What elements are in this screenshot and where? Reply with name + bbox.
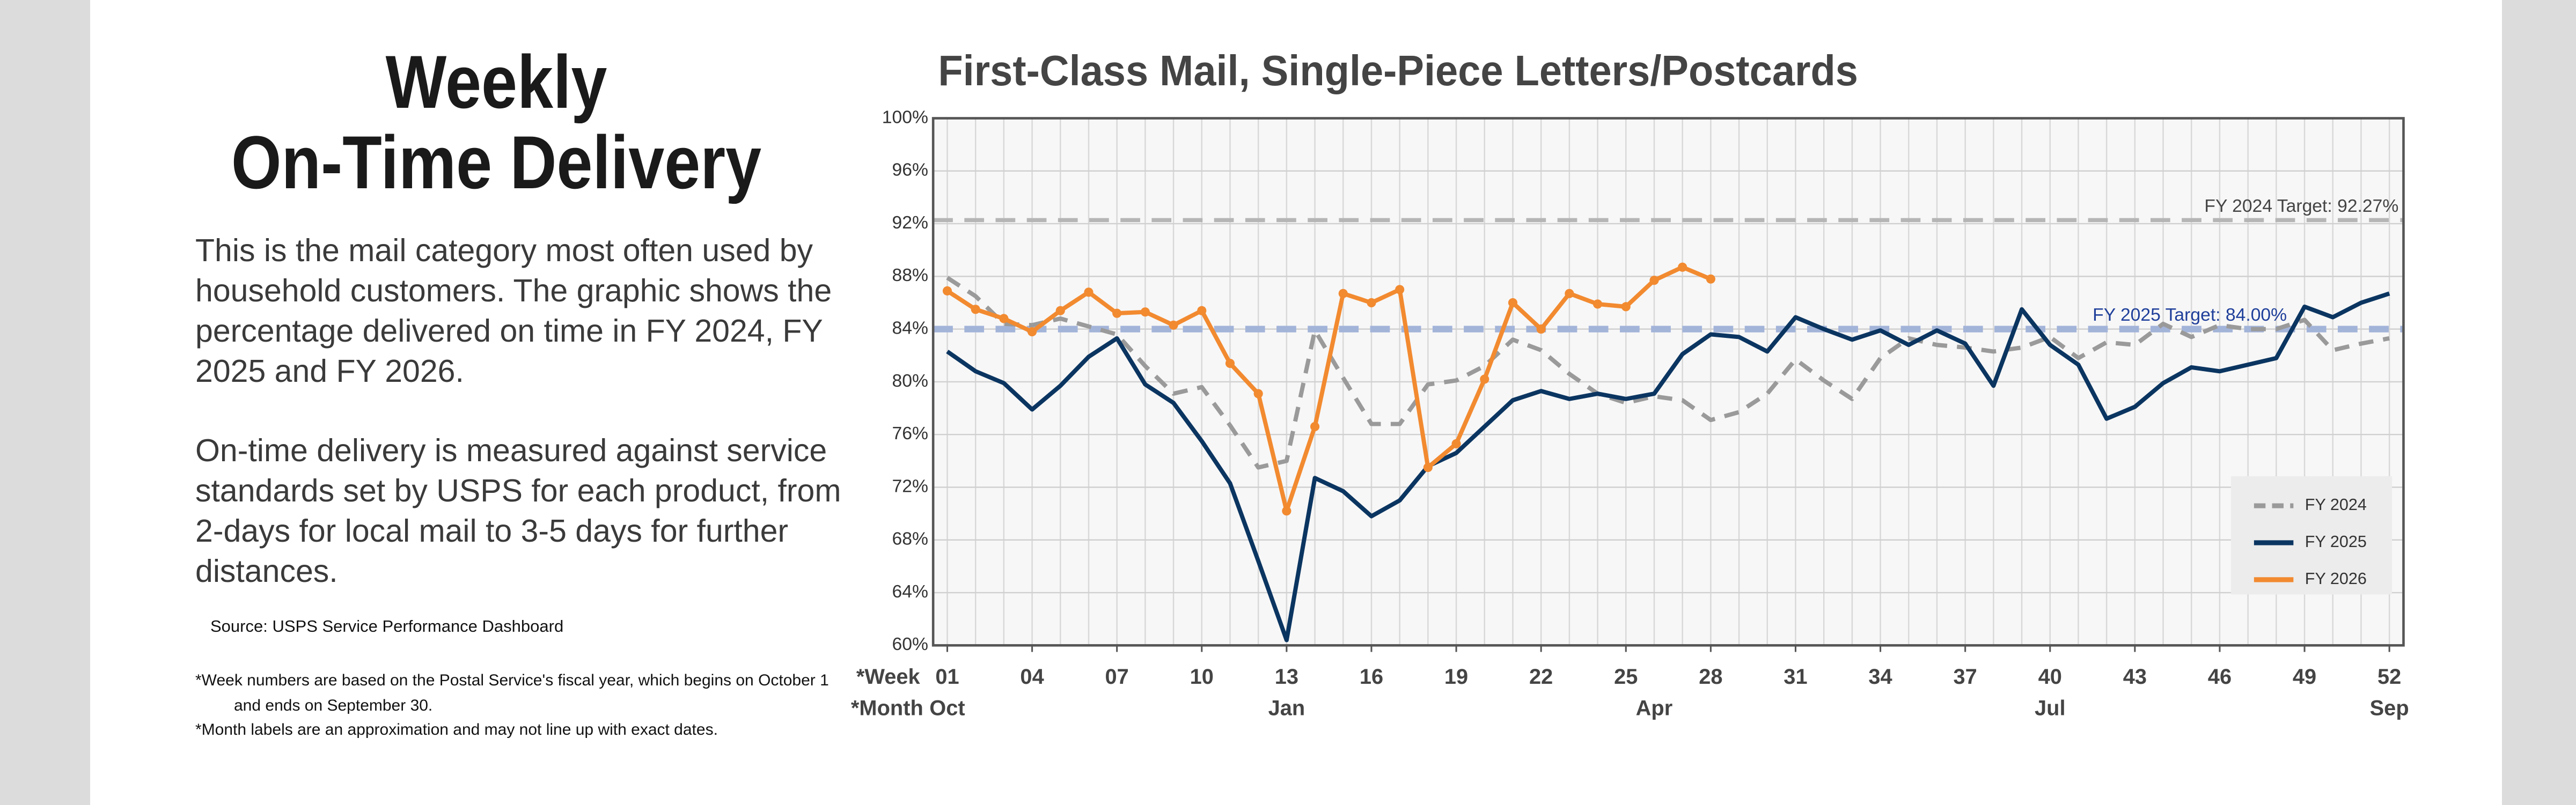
month-label: Sep (2370, 696, 2409, 720)
series-line (946, 265, 1712, 513)
title-line: Weekly (385, 40, 607, 124)
y-tick-label: 72% (892, 476, 928, 496)
y-tick-label: 84% (892, 319, 928, 338)
x-tick-label: 13 (1275, 665, 1298, 689)
point (1225, 358, 1235, 368)
x-tick-label: 28 (1699, 665, 1722, 689)
month-label: Jan (1268, 696, 1305, 720)
y-tick-label: 80% (892, 371, 928, 391)
series-line (946, 291, 2390, 642)
y-tick-label: 60% (892, 634, 928, 654)
x-tick-label: 31 (1784, 665, 1807, 689)
point (1055, 306, 1065, 315)
point (1169, 320, 1178, 330)
source: Source: USPS Service Performance Dashboa… (210, 617, 564, 636)
y-tick-label: 68% (892, 529, 928, 549)
x-tick-label: 52 (2377, 665, 2401, 689)
point (1508, 298, 1518, 308)
paragraph: This is the mail category most often use… (195, 233, 832, 389)
target-label: FY 2024 Target: 92.27% (2204, 196, 2398, 216)
paragraph: On-time delivery is measured against ser… (195, 433, 841, 589)
x-tick-label: 04 (1020, 665, 1044, 689)
point (1423, 463, 1433, 472)
x-tick-label: 46 (2208, 665, 2232, 689)
point (1536, 324, 1546, 334)
legend-label: FY 2024 (2305, 496, 2367, 514)
y-tick-label: 76% (892, 424, 928, 444)
target-label: FY 2025 Target: 84.00% (2093, 305, 2287, 325)
footnote: *Week numbers are based on the Postal Se… (195, 671, 829, 714)
y-tick-label: 88% (892, 265, 928, 285)
x-tick-label: 22 (1529, 665, 1553, 689)
point (942, 286, 952, 296)
x-tick-label: 19 (1444, 665, 1468, 689)
point (1140, 307, 1150, 317)
point (1253, 389, 1263, 398)
x-tick-label: 43 (2123, 665, 2147, 689)
point (1706, 274, 1715, 284)
chart-title: First-Class Mail, Single-Piece Letters/P… (938, 47, 1858, 94)
series-line (946, 276, 2390, 470)
legend-box (2231, 476, 2392, 595)
x-tick-label: 07 (1105, 665, 1129, 689)
point (1395, 285, 1405, 294)
plot-border (931, 117, 2405, 647)
y-tick-label: 96% (892, 160, 928, 180)
point (1112, 308, 1122, 318)
side-band (0, 0, 90, 805)
point (1565, 289, 1574, 298)
point (1621, 302, 1631, 312)
point (1678, 262, 1687, 272)
x-tick-label: 40 (2038, 665, 2062, 689)
x-tick-label: 10 (1190, 665, 1214, 689)
x-tick-label: 01 (935, 665, 959, 689)
x-tick-label: 25 (1614, 665, 1638, 689)
footnote: *Month labels are an approximation and m… (195, 721, 718, 738)
month-label: Jul (2035, 696, 2066, 720)
x-tick-label: 37 (1954, 665, 1977, 689)
x-tick-label: 49 (2293, 665, 2316, 689)
point (1649, 276, 1659, 285)
month-label: Apr (1636, 696, 1673, 720)
point (1028, 327, 1037, 337)
x-row-label: *Week (856, 665, 921, 689)
point (1338, 289, 1348, 298)
point (1282, 506, 1291, 516)
point (1451, 439, 1461, 448)
legend-label: FY 2025 (2305, 533, 2367, 551)
point (1310, 422, 1320, 432)
point (971, 305, 980, 314)
legend-label: FY 2026 (2305, 570, 2367, 588)
point (1084, 287, 1093, 297)
page-title: Weekly On-Time Delivery (148, 42, 845, 203)
y-tick-label: 100% (882, 107, 928, 127)
point (999, 314, 1009, 323)
x-tick-label: 16 (1360, 665, 1383, 689)
point (1592, 299, 1603, 309)
point (1197, 306, 1207, 315)
month-row-label: *Month (851, 696, 923, 720)
y-tick-label: 92% (892, 213, 928, 233)
point (1367, 298, 1376, 308)
x-tick-label: 34 (1868, 665, 1892, 689)
title-line: On-Time Delivery (231, 120, 762, 204)
y-tick-label: 64% (892, 582, 928, 602)
side-band (2502, 0, 2576, 805)
month-label: Oct (929, 696, 965, 720)
point (1480, 374, 1489, 384)
